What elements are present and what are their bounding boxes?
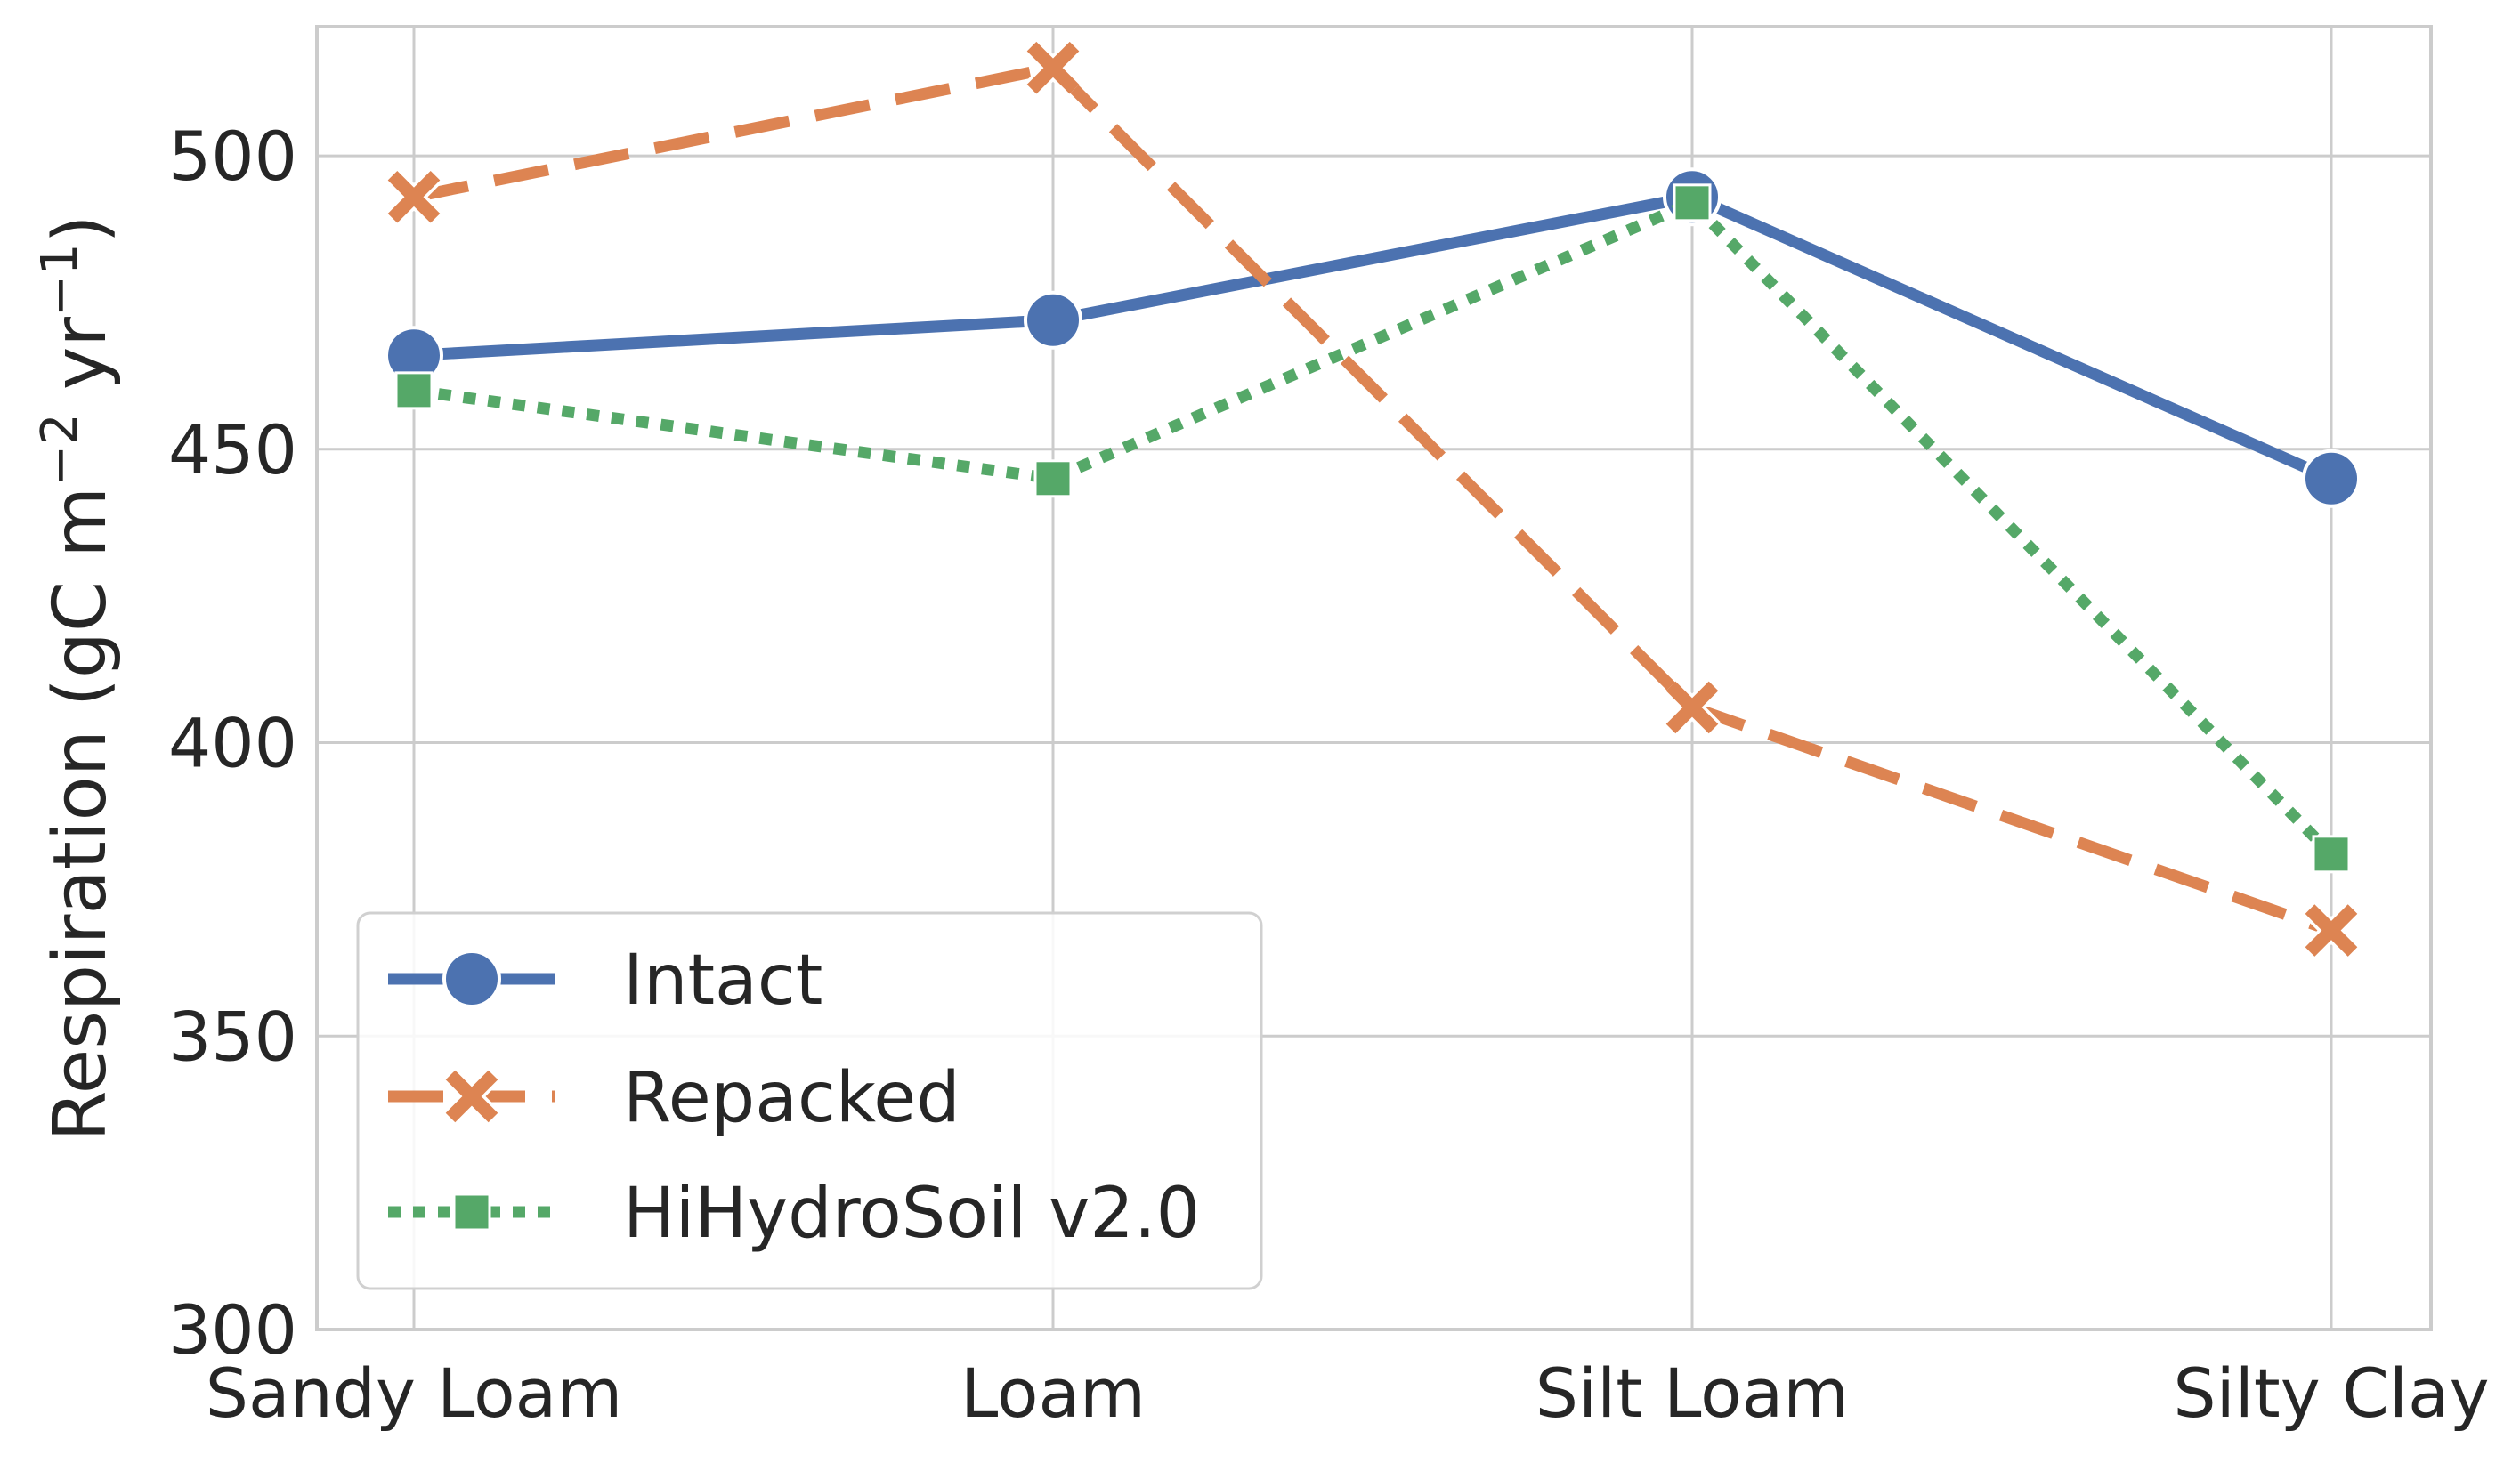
data-point bbox=[394, 371, 434, 410]
legend-item: HiHydroSoil v2.0 bbox=[388, 1174, 1200, 1254]
y-tick-label: 300 bbox=[168, 1290, 297, 1370]
y-tick-label: 400 bbox=[168, 704, 297, 783]
y-axis-label: Respiration (gC m−2 yr−1) bbox=[31, 214, 124, 1141]
series-line bbox=[413, 197, 2336, 859]
series-repacked bbox=[385, 39, 2360, 959]
data-point bbox=[2302, 449, 2361, 508]
x-tick-label: Silty Clay bbox=[2173, 1354, 2489, 1433]
series-group bbox=[385, 39, 2361, 959]
data-point bbox=[1033, 459, 1073, 498]
y-tick-label: 350 bbox=[168, 997, 297, 1076]
plot-frame bbox=[315, 25, 2433, 1331]
y-tick-labels: 300 350 400 450 500 bbox=[168, 117, 297, 1370]
y-tick-label: 500 bbox=[168, 117, 297, 196]
legend: Intact Repacked HiHydroSoil v2.0 bbox=[356, 911, 1263, 1290]
legend-item: Intact bbox=[388, 941, 822, 1021]
data-point bbox=[2312, 835, 2351, 874]
legend-box bbox=[356, 911, 1263, 1290]
data-point bbox=[385, 168, 442, 226]
legend-label: Repacked bbox=[623, 1058, 960, 1138]
legend-marker bbox=[452, 1192, 491, 1232]
legend-item: Repacked bbox=[388, 1058, 960, 1138]
series-line bbox=[413, 190, 2334, 484]
legend-marker bbox=[443, 1068, 500, 1125]
x-tick-label: Loam bbox=[960, 1354, 1146, 1433]
series-hihydrosoil-v2-0 bbox=[394, 183, 2351, 874]
y-tick-label: 450 bbox=[168, 410, 297, 489]
data-point bbox=[1024, 290, 1082, 350]
x-tick-label: Sandy Loam bbox=[206, 1354, 622, 1433]
legend-label: Intact bbox=[623, 941, 822, 1021]
data-point bbox=[1664, 679, 1721, 736]
x-tick-labels: Sandy Loam Loam Silt Loam Silty Clay bbox=[206, 1354, 2490, 1433]
data-point bbox=[2303, 901, 2360, 959]
legend-label: HiHydroSoil v2.0 bbox=[623, 1174, 1200, 1254]
legend-marker bbox=[442, 950, 501, 1008]
series-line bbox=[412, 61, 2334, 936]
x-tick-label: Silt Loam bbox=[1535, 1354, 1850, 1433]
data-point bbox=[1025, 39, 1082, 96]
data-point bbox=[1673, 183, 1712, 222]
